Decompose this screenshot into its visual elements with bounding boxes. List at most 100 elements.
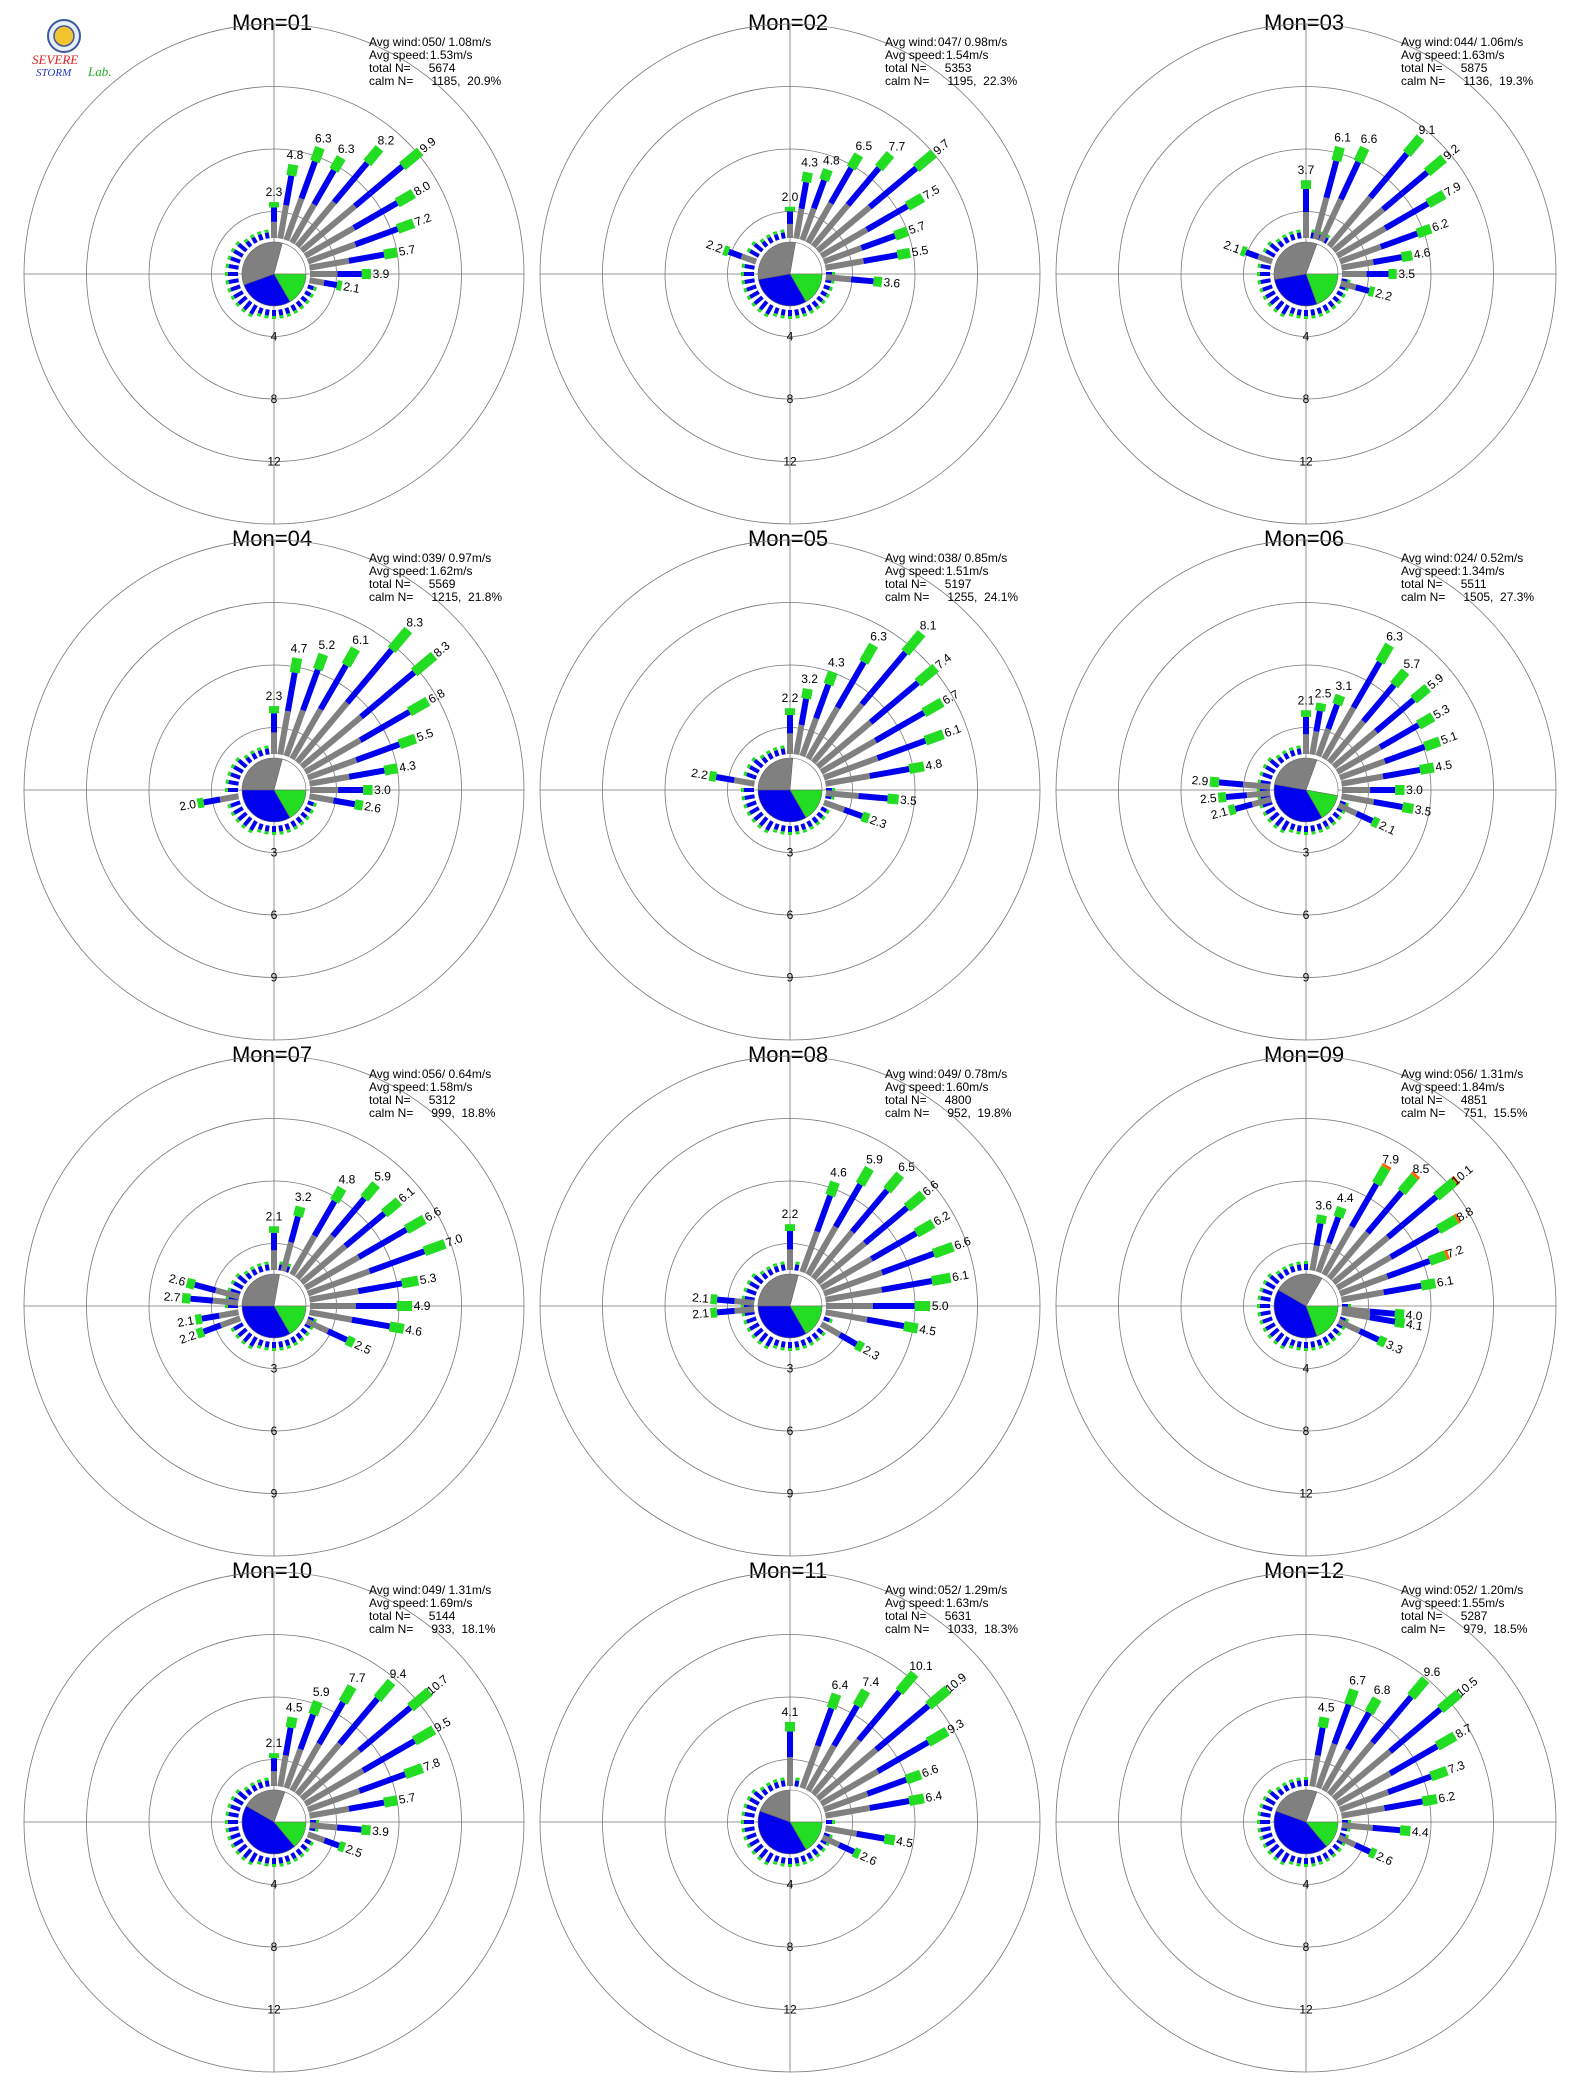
ring-label: 3 xyxy=(787,1362,794,1376)
panel-stats: Avg wind:047/ 0.98m/s Avg speed:1.54m/s to… xyxy=(885,36,1017,88)
stats-row: calm N= 1195, 22.3% xyxy=(885,75,1017,88)
minor-petal xyxy=(1336,1838,1344,1845)
minor-petal xyxy=(1332,1327,1340,1335)
petal-segment-low xyxy=(863,252,898,264)
petal-segment-low xyxy=(193,1281,217,1294)
minor-petal xyxy=(758,300,769,311)
petal-segment-calm xyxy=(1339,280,1357,291)
stats-row: calm N= 933, 18.1% xyxy=(369,1623,495,1636)
calm-pie-slice-white xyxy=(1305,759,1339,796)
petal-segment-low xyxy=(284,672,298,712)
petal-segment-calm xyxy=(1321,1225,1355,1277)
minor-petal xyxy=(1296,1264,1302,1271)
minor-petal xyxy=(304,1322,312,1329)
minor-petal-tip xyxy=(1259,1287,1264,1293)
minor-petal xyxy=(1332,1843,1340,1851)
minor-petal-tip xyxy=(1288,1860,1294,1865)
calm-pie-slice-white xyxy=(1305,243,1339,275)
stats-value: 999, 18.8% xyxy=(431,1106,496,1120)
petal-segment-high xyxy=(1227,804,1237,816)
petal-segment-low xyxy=(1353,1842,1372,1855)
minor-petal-tip xyxy=(293,309,299,314)
minor-petal xyxy=(749,1281,760,1290)
petal-segment-calm xyxy=(805,201,834,245)
minor-petal xyxy=(820,1838,828,1845)
calm-pie-slice-white xyxy=(789,1274,823,1307)
calm-pie-slice-gray xyxy=(245,1789,286,1823)
ring-label: 4 xyxy=(1303,330,1310,344)
petal-segment-calm xyxy=(1337,802,1358,817)
minor-petal-tip xyxy=(746,763,752,769)
petal-segment-high xyxy=(883,1171,905,1194)
petal-segment-calm xyxy=(1340,1309,1371,1321)
minor-petal-tip xyxy=(741,1312,746,1317)
calm-pie-slice-gray xyxy=(757,1273,799,1307)
petal-label: 5.7 xyxy=(398,1790,417,1807)
stats-value: 024/ 0.52m/s xyxy=(1453,551,1524,565)
ring-label: 12 xyxy=(267,455,281,469)
stats-value: 1.51m/s xyxy=(945,564,989,578)
petal-segment-low xyxy=(1218,779,1244,788)
petal-segment-low xyxy=(1374,697,1416,734)
petal-segment-high xyxy=(1399,1825,1411,1837)
minor-petal xyxy=(245,1788,253,1796)
wind-rose-panel: Mon=06 3 6 9 2.1 2.5 3.1 6.3 5.7 5.9 5.3 5.1 4.5 3.0 3… xyxy=(1044,526,1564,1048)
stats-label: total N= xyxy=(885,577,927,591)
petal-segment-high xyxy=(826,1692,842,1711)
minor-petal xyxy=(233,1797,244,1806)
petal-segment-high xyxy=(825,1180,840,1198)
stats-label: total N= xyxy=(369,577,411,591)
minor-petal-tip xyxy=(780,315,785,319)
minor-petal-tip xyxy=(763,312,769,318)
minor-petal-tip xyxy=(1296,831,1301,835)
minor-petal-tip xyxy=(1279,312,1285,318)
minor-petal-tip xyxy=(1279,1344,1285,1350)
stats-label: total N= xyxy=(1401,1609,1443,1623)
petal-segment-calm xyxy=(1315,727,1332,758)
minor-petal xyxy=(1269,1843,1280,1854)
ring-label: 6 xyxy=(787,908,794,922)
stats-row: Avg speed:1.69m/s xyxy=(369,1597,495,1610)
petal-segment-high xyxy=(903,1321,919,1334)
minor-petal-tip xyxy=(741,796,746,801)
petal-segment-high xyxy=(1315,702,1327,712)
minor-petal xyxy=(300,295,308,303)
petal-label: 2.1 xyxy=(692,1290,710,1305)
minor-petal-tip xyxy=(235,756,241,762)
petal-segment-high xyxy=(923,729,945,746)
petal-segment-calm xyxy=(283,197,305,242)
minor-petal xyxy=(257,749,264,757)
minor-petal-tip xyxy=(225,280,230,285)
minor-petal-tip xyxy=(746,811,752,817)
petal-segment-low xyxy=(337,1696,380,1746)
petal-segment-high xyxy=(195,1326,206,1339)
minor-petal xyxy=(1289,307,1296,315)
minor-petal xyxy=(1269,1790,1280,1801)
minor-petal-tip xyxy=(279,1261,284,1265)
calm-pie-slice-blue xyxy=(1273,1289,1318,1339)
petal-segment-calm xyxy=(734,1298,755,1306)
calm-pie-slice-blue xyxy=(1273,784,1323,823)
minor-petal xyxy=(233,1838,244,1847)
minor-petal xyxy=(257,1781,264,1789)
petal-segment-calm xyxy=(1331,729,1378,770)
petal-segment-low xyxy=(323,279,338,289)
ring-label: 8 xyxy=(787,1940,794,1954)
stats-row: Avg speed:1.58m/s xyxy=(369,1081,495,1094)
minor-petal-tip xyxy=(743,1319,748,1325)
petal-segment-low xyxy=(866,1776,908,1797)
petal-label: 2.2 xyxy=(1374,286,1394,304)
petal-segment-calm xyxy=(299,203,357,254)
stats-value: 1.69m/s xyxy=(429,1596,473,1610)
minor-petal xyxy=(295,1332,303,1340)
minor-petal xyxy=(257,1265,264,1273)
stats-value: 5511 xyxy=(1460,577,1487,591)
petal-segment-calm xyxy=(805,706,841,761)
petal-segment-high xyxy=(1425,189,1447,208)
petal-segment-low xyxy=(850,276,874,285)
stats-value: 1.53m/s xyxy=(429,48,473,62)
minor-petal-tip xyxy=(299,304,305,310)
minor-petal-tip xyxy=(286,828,292,833)
petal-segment-calm xyxy=(1331,1234,1390,1286)
